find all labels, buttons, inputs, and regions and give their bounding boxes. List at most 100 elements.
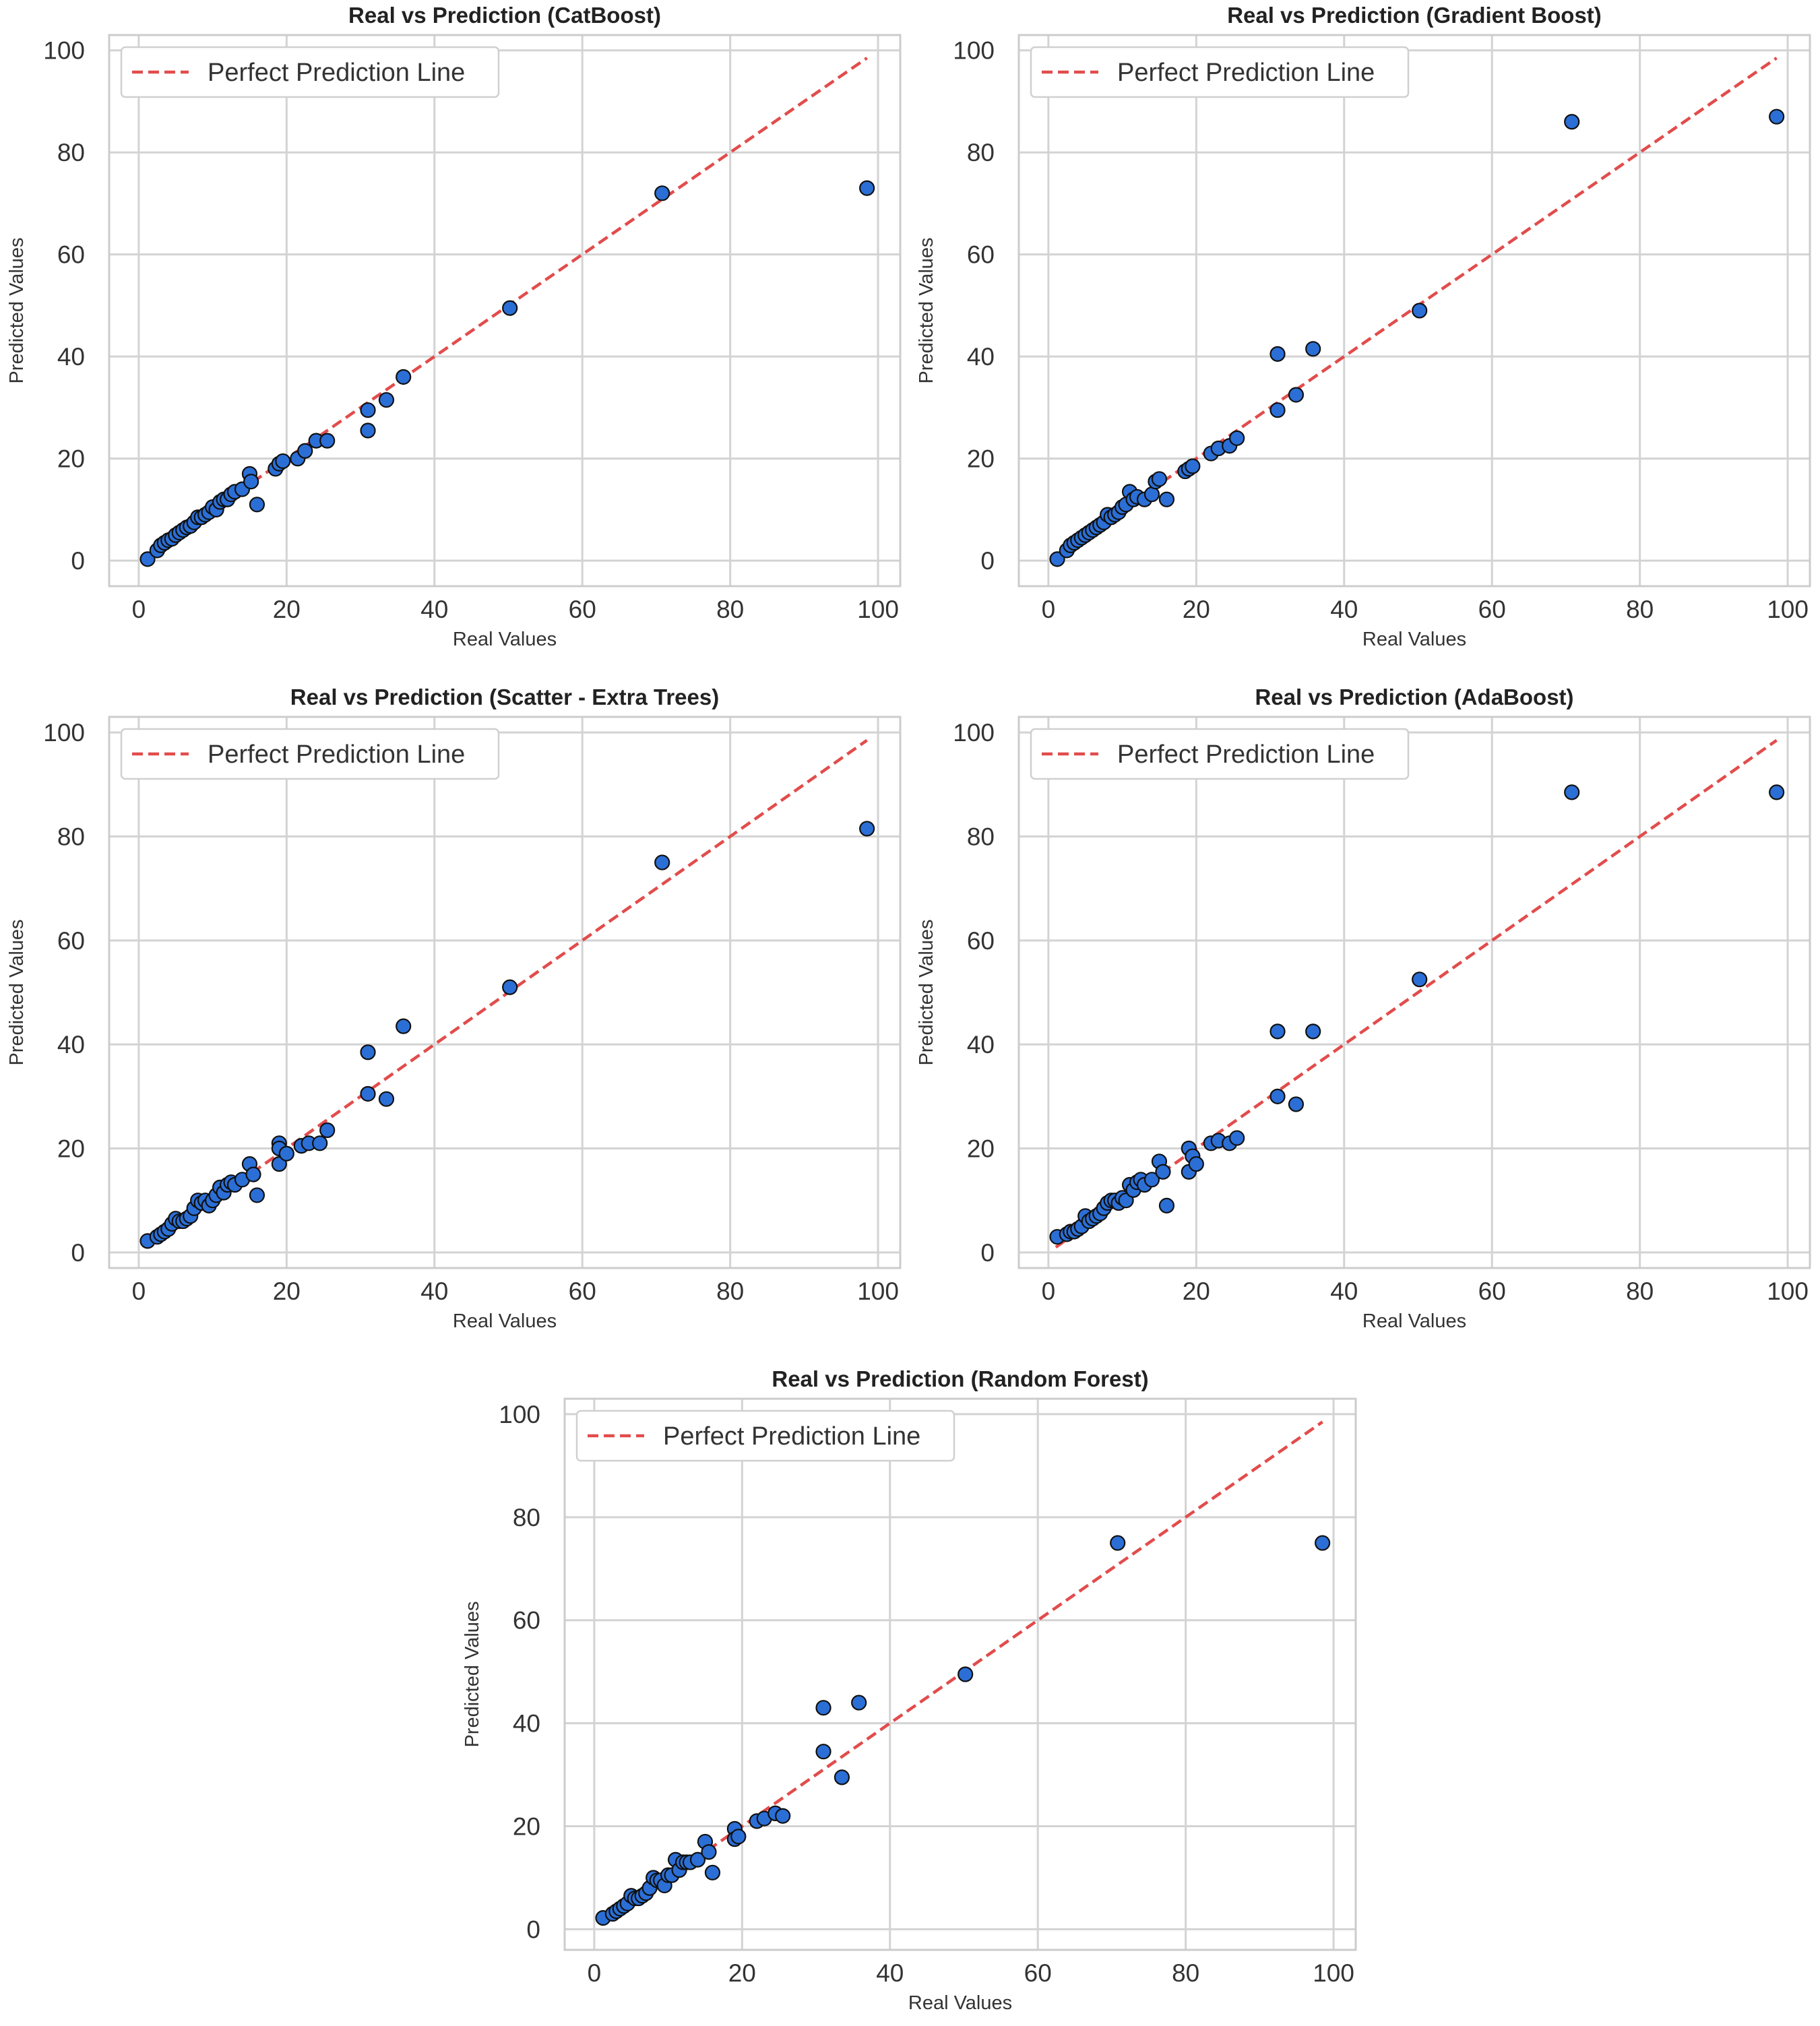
y-tick-label: 100 (953, 37, 995, 65)
scatter-point (139, 551, 156, 567)
y-tick-label: 0 (71, 1239, 85, 1267)
y-tick-label: 100 (43, 37, 85, 65)
perfect-prediction-line (1055, 738, 1778, 1248)
scatter-point (815, 1700, 831, 1716)
y-axis-label: Predicted Values (462, 1601, 483, 1747)
scatter-point (502, 979, 518, 995)
legend-box (120, 728, 500, 780)
plot-frame (1017, 716, 1811, 1269)
y-tick-label: 40 (513, 1710, 540, 1738)
plot-frame (563, 1397, 1357, 1951)
y-tick-label: 60 (57, 241, 85, 269)
y-tick-label: 0 (526, 1916, 540, 1943)
scatter-point (1155, 1164, 1171, 1180)
scatter-point (701, 1844, 717, 1860)
scatter-point (1564, 784, 1580, 800)
scatter-point (1269, 346, 1286, 362)
x-tick-label: 60 (569, 596, 596, 623)
x-tick-label: 20 (1183, 1277, 1210, 1305)
y-tick-label: 40 (57, 1031, 85, 1058)
x-tick-label: 80 (716, 596, 744, 623)
chart-panel-2: 0 20 40 60 80 100 0 20 40 60 80 100 Real vs Predicti… (916, 3, 1811, 650)
scatter-point (1269, 402, 1286, 418)
x-axis-label: Real Values (453, 629, 557, 650)
scatter-point (654, 854, 670, 870)
x-tick-label: 40 (876, 1959, 904, 1987)
y-tick-label: 100 (43, 719, 85, 747)
scatter-point (396, 1018, 412, 1034)
scatter-point (1110, 1535, 1126, 1551)
y-tick-label: 60 (967, 241, 995, 269)
x-tick-label: 100 (1767, 1277, 1809, 1305)
x-tick-label: 20 (728, 1959, 756, 1987)
x-tick-label: 80 (1626, 1277, 1654, 1305)
scatter-point (249, 1187, 265, 1203)
scatter-point (704, 1864, 721, 1880)
x-tick-label: 60 (569, 1277, 596, 1305)
chart-panel-5: 0 20 40 60 80 100 0 20 40 60 80 100 Real vs Predicti… (462, 1366, 1357, 2014)
scatter-point (1158, 491, 1175, 507)
scatter-point (319, 1122, 336, 1139)
chart-title: Real vs Prediction (Random Forest) (772, 1366, 1148, 1391)
x-tick-label: 20 (273, 1277, 301, 1305)
scatter-point (1769, 784, 1785, 800)
x-tick-label: 100 (857, 1277, 899, 1305)
plot-frame (1017, 34, 1811, 588)
scatter-point (1229, 430, 1245, 446)
y-tick-label: 40 (967, 343, 995, 371)
scatter-point (312, 1135, 328, 1151)
scatter-point (1143, 486, 1160, 503)
x-tick-label: 80 (1626, 596, 1654, 623)
scatter-point (1185, 458, 1201, 474)
y-tick-label: 20 (57, 445, 85, 473)
y-tick-label: 40 (967, 1031, 995, 1058)
legend-box (1030, 46, 1410, 98)
scatter-point (1769, 108, 1785, 125)
y-tick-label: 0 (71, 547, 85, 575)
y-tick-label: 80 (967, 823, 995, 850)
scatter-point (1305, 341, 1321, 357)
legend-box (575, 1410, 955, 1462)
x-tick-label: 20 (273, 596, 301, 623)
y-tick-label: 60 (57, 927, 85, 955)
y-tick-label: 80 (967, 139, 995, 166)
y-axis-label: Predicted Values (916, 919, 937, 1065)
y-tick-label: 20 (57, 1135, 85, 1163)
y-axis-label: Predicted Values (6, 919, 28, 1065)
x-tick-label: 60 (1024, 1959, 1052, 1987)
chart-title: Real vs Prediction (CatBoost) (348, 3, 661, 28)
scatter-point (378, 1091, 395, 1107)
y-tick-label: 20 (967, 1135, 995, 1163)
x-tick-label: 100 (857, 596, 899, 623)
x-tick-label: 0 (132, 596, 146, 623)
scatter-point (1229, 1130, 1245, 1146)
chart-title: Real vs Prediction (Gradient Boost) (1227, 3, 1602, 28)
y-tick-label: 40 (57, 343, 85, 371)
x-tick-label: 60 (1478, 1277, 1506, 1305)
scatter-point (1305, 1023, 1321, 1040)
scatter-point (654, 185, 670, 201)
scatter-point (1158, 1197, 1175, 1213)
scatter-point (834, 1769, 850, 1785)
scatter-point (1151, 471, 1168, 487)
y-axis-label: Predicted Values (916, 237, 937, 383)
scatter-point (1564, 114, 1580, 130)
scatter-point (245, 1166, 261, 1182)
scatter-point (775, 1808, 791, 1824)
x-tick-label: 80 (716, 1277, 744, 1305)
x-tick-label: 40 (1330, 1277, 1358, 1305)
x-tick-label: 100 (1313, 1959, 1354, 1987)
scatter-point (958, 1666, 974, 1682)
y-tick-label: 80 (513, 1504, 540, 1531)
scatter-point (815, 1744, 831, 1760)
scatter-point (689, 1851, 706, 1868)
x-tick-label: 0 (1042, 1277, 1056, 1305)
y-tick-label: 80 (57, 139, 85, 166)
scatter-point (1049, 551, 1065, 567)
x-tick-label: 0 (588, 1959, 602, 1987)
x-tick-label: 20 (1183, 596, 1210, 623)
legend-label: Perfect Prediction Line (1117, 59, 1375, 87)
x-tick-label: 80 (1172, 1959, 1199, 1987)
scatter-point (360, 422, 376, 439)
y-tick-label: 100 (499, 1401, 540, 1428)
